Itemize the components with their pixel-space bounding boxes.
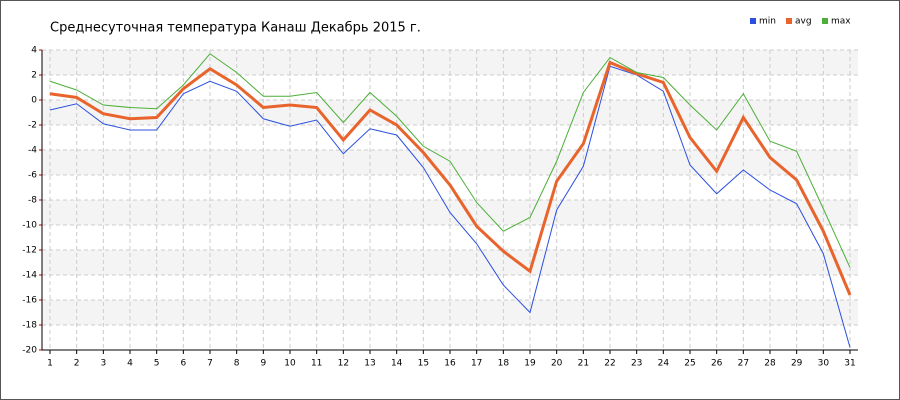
x-tick-label: 25 — [684, 359, 695, 369]
x-tick-label: 7 — [207, 359, 213, 369]
y-tick-label: 4 — [31, 46, 37, 56]
x-tick-label: 9 — [260, 359, 266, 369]
legend-swatch — [786, 18, 792, 24]
y-tick-label: 2 — [31, 71, 37, 81]
x-tick-label: 28 — [764, 359, 776, 369]
legend-label: min — [759, 17, 776, 27]
x-tick-label: 19 — [524, 359, 536, 369]
x-tick-label: 31 — [844, 359, 855, 369]
y-tick-label: -2 — [28, 121, 37, 131]
x-tick-label: 20 — [551, 359, 563, 369]
legend-label: max — [831, 17, 851, 27]
x-tick-label: 10 — [284, 359, 296, 369]
x-tick-label: 6 — [180, 359, 186, 369]
x-tick-label: 11 — [311, 359, 322, 369]
x-tick-label: 26 — [711, 359, 723, 369]
x-tick-label: 24 — [658, 359, 670, 369]
legend-swatch — [822, 18, 828, 24]
x-tick-label: 15 — [418, 359, 429, 369]
x-tick-label: 18 — [498, 359, 510, 369]
x-tick-label: 29 — [791, 359, 803, 369]
y-tick-label: -14 — [22, 271, 37, 281]
y-tick-label: -8 — [28, 196, 37, 206]
x-tick-label: 21 — [578, 359, 589, 369]
grid-band — [42, 50, 858, 75]
x-tick-label: 5 — [154, 359, 160, 369]
x-tick-label: 14 — [391, 359, 403, 369]
y-tick-label: -16 — [22, 296, 37, 306]
x-tick-label: 3 — [100, 359, 106, 369]
y-tick-label: -6 — [28, 171, 37, 181]
x-tick-label: 8 — [234, 359, 240, 369]
y-tick-label: -18 — [22, 321, 37, 331]
x-tick-label: 23 — [631, 359, 642, 369]
x-tick-label: 30 — [818, 359, 830, 369]
x-tick-label: 13 — [364, 359, 375, 369]
y-tick-label: -4 — [28, 146, 37, 156]
x-tick-label: 12 — [338, 359, 349, 369]
chart-title: Среднесуточная температура Канаш Декабрь… — [50, 21, 421, 36]
x-tick-label: 4 — [127, 359, 133, 369]
y-tick-label: -20 — [22, 346, 37, 356]
series-line — [49, 65, 851, 348]
y-tick-label: 0 — [31, 96, 37, 106]
legend-label: avg — [795, 17, 812, 27]
legend-swatch — [750, 18, 756, 24]
series-line — [49, 53, 851, 268]
x-tick-label: 1 — [47, 359, 53, 369]
y-tick-label: -10 — [22, 221, 37, 231]
y-tick-label: -12 — [22, 246, 37, 256]
x-tick-label: 16 — [444, 359, 456, 369]
x-tick-label: 27 — [738, 359, 749, 369]
series-line — [49, 60, 852, 296]
x-tick-label: 2 — [74, 359, 80, 369]
x-tick-label: 17 — [471, 359, 482, 369]
x-tick-label: 22 — [604, 359, 615, 369]
